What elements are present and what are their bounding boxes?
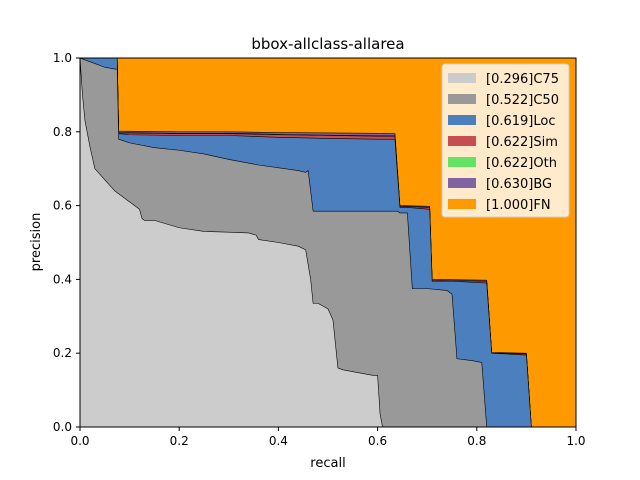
y-tick-label: 0.4: [53, 272, 72, 286]
x-tick-label: 0.6: [368, 434, 387, 448]
legend-swatch-0-296-c75: [448, 73, 476, 83]
legend-swatch-0-622-sim: [448, 136, 476, 146]
y-tick-label: 0.6: [53, 199, 72, 213]
x-tick-label: 0.2: [170, 434, 189, 448]
legend-label-0-630-bg: [0.630]BG: [486, 177, 552, 192]
x-tick-label: 1.0: [566, 434, 585, 448]
y-axis-label: precision: [29, 213, 44, 272]
legend-label-0-296-c75: [0.296]C75: [486, 72, 559, 87]
legend-swatch-1-000-fn: [448, 199, 476, 209]
area-0-296-c75: [80, 58, 383, 427]
y-tick-label: 0.0: [53, 420, 72, 434]
x-axis-ticks: 0.0 0.2 0.4 0.6 0.8 1.0: [70, 427, 586, 448]
x-tick-label: 0.8: [467, 434, 486, 448]
plot-areas: [80, 58, 576, 427]
plot-frame: [79, 57, 577, 428]
legend-swatch-0-630-bg: [448, 178, 476, 188]
x-axis-label: recall: [310, 456, 345, 471]
legend-label-0-622-oth: [0.622]Oth: [486, 156, 557, 171]
legend-swatch-0-522-c50: [448, 94, 476, 104]
y-tick-label: 0.2: [53, 346, 72, 360]
legend-label-1-000-fn: [1.000]FN: [486, 198, 551, 213]
x-tick-label: 0.4: [269, 434, 288, 448]
x-tick-label: 0.0: [70, 434, 89, 448]
legend-label-0-622-sim: [0.622]Sim: [486, 135, 558, 150]
legend-swatch-0-622-oth: [448, 157, 476, 167]
legend-label-0-522-c50: [0.522]C50: [486, 93, 559, 108]
chart-title: bbox-allclass-allarea: [251, 35, 404, 53]
y-tick-label: 1.0: [53, 51, 72, 65]
y-axis-ticks: 0.0 0.2 0.4 0.6 0.8 1.0: [53, 51, 80, 434]
legend-swatch-0-619-loc: [448, 115, 476, 125]
legend-label-0-619-loc: [0.619]Loc: [486, 114, 555, 129]
legend: [0.296]C75 [0.522]C50 [0.619]Loc [0.622]Sim…: [441, 63, 570, 218]
y-tick-label: 0.8: [53, 125, 72, 139]
